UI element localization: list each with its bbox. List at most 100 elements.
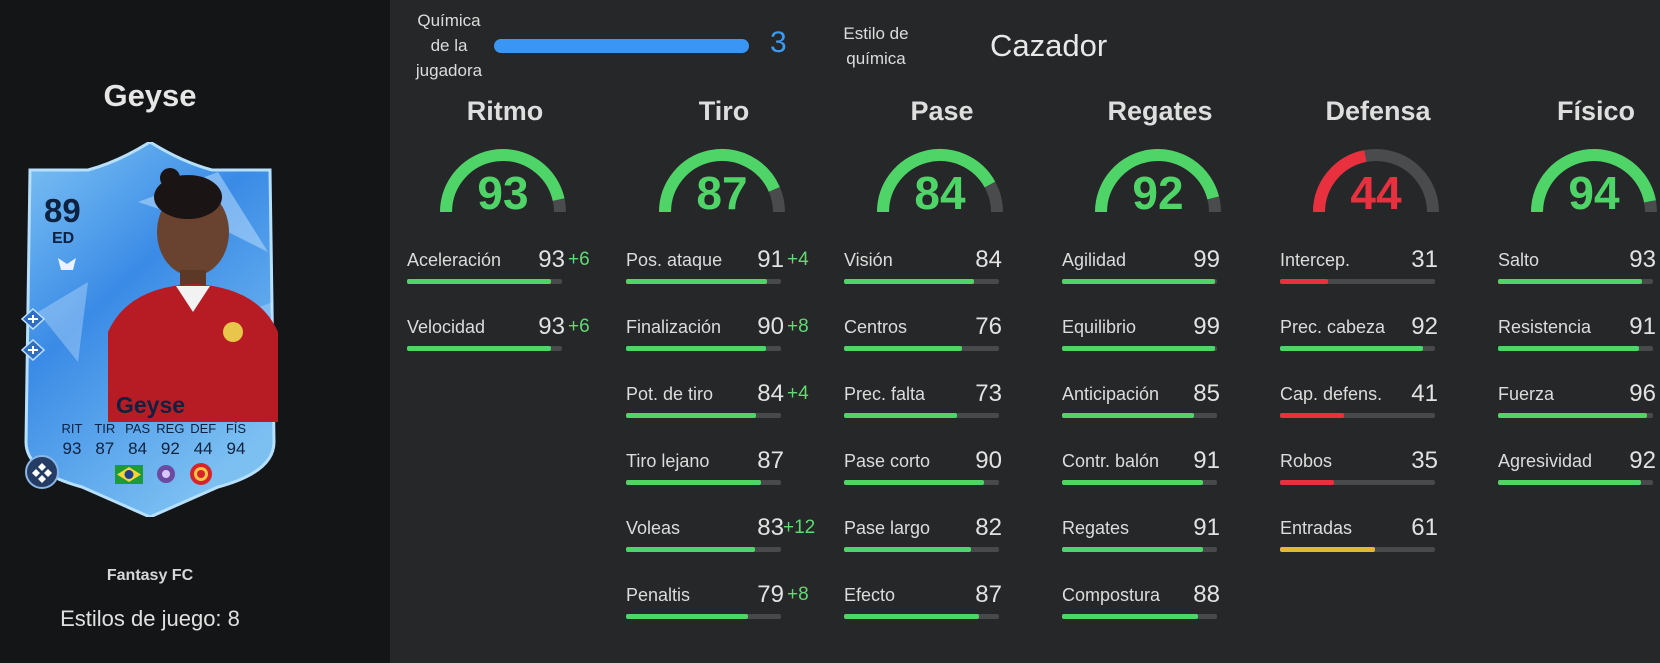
card-stat-value: 93 bbox=[62, 439, 82, 458]
attribute-bar bbox=[1280, 346, 1435, 351]
attribute-value: 90 bbox=[975, 447, 1002, 474]
attribute-row[interactable]: Pase corto 90 bbox=[844, 447, 1054, 491]
attribute-row[interactable]: Regates 91 bbox=[1062, 514, 1272, 558]
chemistry-value: 3 bbox=[770, 26, 787, 59]
attribute-bar-fill bbox=[1280, 547, 1375, 552]
attribute-row[interactable]: Agilidad 99 bbox=[1062, 246, 1272, 290]
attribute-bar-fill bbox=[1062, 480, 1204, 485]
chemistry-bar-fill bbox=[494, 39, 749, 53]
attribute-bar-fill bbox=[1498, 346, 1640, 351]
attribute-row[interactable]: Cap. defens. 41 bbox=[1280, 380, 1490, 424]
attribute-value: 99 bbox=[1193, 246, 1220, 273]
attribute-bar bbox=[844, 346, 999, 351]
attribute-name: Contr. balón bbox=[1062, 451, 1160, 471]
attribute-bar bbox=[1062, 279, 1217, 284]
attribute-row[interactable]: Velocidad 93 +6 bbox=[407, 313, 617, 357]
attributes-panel bbox=[390, 0, 1660, 663]
attribute-row[interactable]: Equilibrio 99 bbox=[1062, 313, 1272, 357]
card-stat-label: DEF bbox=[190, 421, 217, 436]
category-gauge bbox=[659, 149, 785, 213]
category-value: 44 bbox=[1350, 167, 1402, 219]
chemistry-label-line: Química bbox=[417, 11, 481, 30]
attribute-bar bbox=[626, 480, 781, 485]
card-stat-value: 84 bbox=[128, 439, 148, 458]
playstyles-button[interactable] bbox=[25, 455, 59, 489]
attribute-value: 35 bbox=[1411, 447, 1438, 474]
category-gauge bbox=[1095, 149, 1221, 213]
attribute-row[interactable]: Prec. cabeza 92 bbox=[1280, 313, 1490, 357]
attribute-bar-fill bbox=[626, 547, 755, 552]
attribute-row[interactable]: Pot. de tiro 84 +4 bbox=[626, 380, 836, 424]
playstyle-plus-icon bbox=[21, 308, 45, 330]
attribute-bar bbox=[626, 279, 781, 284]
attribute-name: Equilibrio bbox=[1062, 317, 1137, 337]
attribute-row[interactable]: Finalización 90 +8 bbox=[626, 313, 836, 357]
attribute-value: 91 bbox=[1629, 313, 1656, 340]
attribute-bar-fill bbox=[844, 346, 962, 351]
attribute-row[interactable]: Entradas 61 bbox=[1280, 514, 1490, 558]
attribute-boost: +4 bbox=[787, 383, 809, 404]
attribute-row[interactable]: Fuerza 96 bbox=[1498, 380, 1660, 424]
card-stat-value: 44 bbox=[193, 439, 213, 458]
attribute-row[interactable]: Pase largo 82 bbox=[844, 514, 1054, 558]
attribute-bar-fill bbox=[407, 346, 552, 351]
category-title: Tiro bbox=[698, 96, 750, 126]
attribute-bar-fill bbox=[1280, 346, 1423, 351]
attribute-value: 84 bbox=[757, 380, 784, 407]
attribute-bar-fill bbox=[1280, 279, 1329, 284]
attribute-bar bbox=[1062, 547, 1217, 552]
attribute-row[interactable]: Penaltis 79 +8 bbox=[626, 581, 836, 625]
chemistry-style-value[interactable]: Cazador bbox=[990, 28, 1108, 63]
category-title: Defensa bbox=[1325, 96, 1431, 126]
attribute-row[interactable]: Centros 76 bbox=[844, 313, 1054, 357]
attribute-boost: +4 bbox=[787, 249, 809, 270]
attribute-bar bbox=[1498, 279, 1653, 284]
attribute-row[interactable]: Agresividad 92 bbox=[1498, 447, 1660, 491]
attribute-bar bbox=[1280, 480, 1435, 485]
attribute-name: Robos bbox=[1280, 451, 1333, 471]
attribute-value: 91 bbox=[757, 246, 784, 273]
attribute-bar-fill bbox=[407, 279, 552, 284]
chemistry-bar bbox=[494, 39, 749, 53]
attribute-bar bbox=[626, 614, 781, 619]
attribute-bar bbox=[626, 413, 781, 418]
attribute-row[interactable]: Robos 35 bbox=[1280, 447, 1490, 491]
attribute-row[interactable]: Visión 84 bbox=[844, 246, 1054, 290]
attribute-row[interactable]: Resistencia 91 bbox=[1498, 313, 1660, 357]
attribute-row[interactable]: Voleas 83 +12 bbox=[626, 514, 836, 558]
attribute-name: Entradas bbox=[1280, 518, 1353, 538]
attribute-row[interactable]: Pos. ataque 91 +4 bbox=[626, 246, 836, 290]
attribute-row[interactable]: Salto 93 bbox=[1498, 246, 1660, 290]
attribute-bar bbox=[407, 346, 562, 351]
brazil-flag-icon bbox=[115, 464, 143, 484]
gauge-fill bbox=[877, 149, 996, 213]
attribute-row[interactable]: Compostura 88 bbox=[1062, 581, 1272, 625]
attribute-name: Centros bbox=[844, 317, 908, 337]
attribute-value: 76 bbox=[975, 313, 1002, 340]
attribute-row[interactable]: Intercep. 31 bbox=[1280, 246, 1490, 290]
card-position: ED bbox=[52, 230, 75, 247]
category-title: Regates bbox=[1107, 96, 1213, 126]
attribute-value: 96 bbox=[1629, 380, 1656, 407]
attribute-row[interactable]: Anticipación 85 bbox=[1062, 380, 1272, 424]
attribute-name: Pase largo bbox=[844, 518, 931, 538]
attribute-bar bbox=[1062, 480, 1217, 485]
attribute-value: 85 bbox=[1193, 380, 1220, 407]
card-version-label: Fantasy FC bbox=[106, 567, 194, 584]
card-affiliations bbox=[104, 462, 224, 486]
player-card[interactable]: 89 ED Geyse RIT TIR PAS REG DEF FÍS 93 8… bbox=[18, 142, 283, 517]
attribute-value: 92 bbox=[1411, 313, 1438, 340]
attribute-name: Voleas bbox=[626, 518, 681, 538]
chemistry-label-line: de la bbox=[430, 36, 468, 55]
playstyles-count: Estilos de juego: 8 bbox=[60, 606, 240, 631]
attribute-row[interactable]: Efecto 87 bbox=[844, 581, 1054, 625]
attribute-row[interactable]: Contr. balón 91 bbox=[1062, 447, 1272, 491]
attribute-name: Resistencia bbox=[1498, 317, 1592, 337]
attribute-bar bbox=[407, 279, 562, 284]
attribute-value: 90 bbox=[757, 313, 784, 340]
attribute-row[interactable]: Aceleración 93 +6 bbox=[407, 246, 617, 290]
attribute-row[interactable]: Tiro lejano 87 bbox=[626, 447, 836, 491]
attribute-row[interactable]: Prec. falta 73 bbox=[844, 380, 1054, 424]
chemistry-label-line: jugadora bbox=[415, 61, 483, 80]
attribute-bar-fill bbox=[844, 413, 958, 418]
